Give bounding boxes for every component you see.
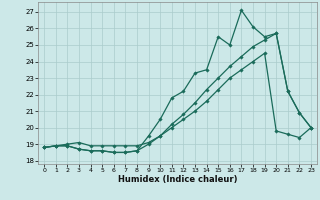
- X-axis label: Humidex (Indice chaleur): Humidex (Indice chaleur): [118, 175, 237, 184]
